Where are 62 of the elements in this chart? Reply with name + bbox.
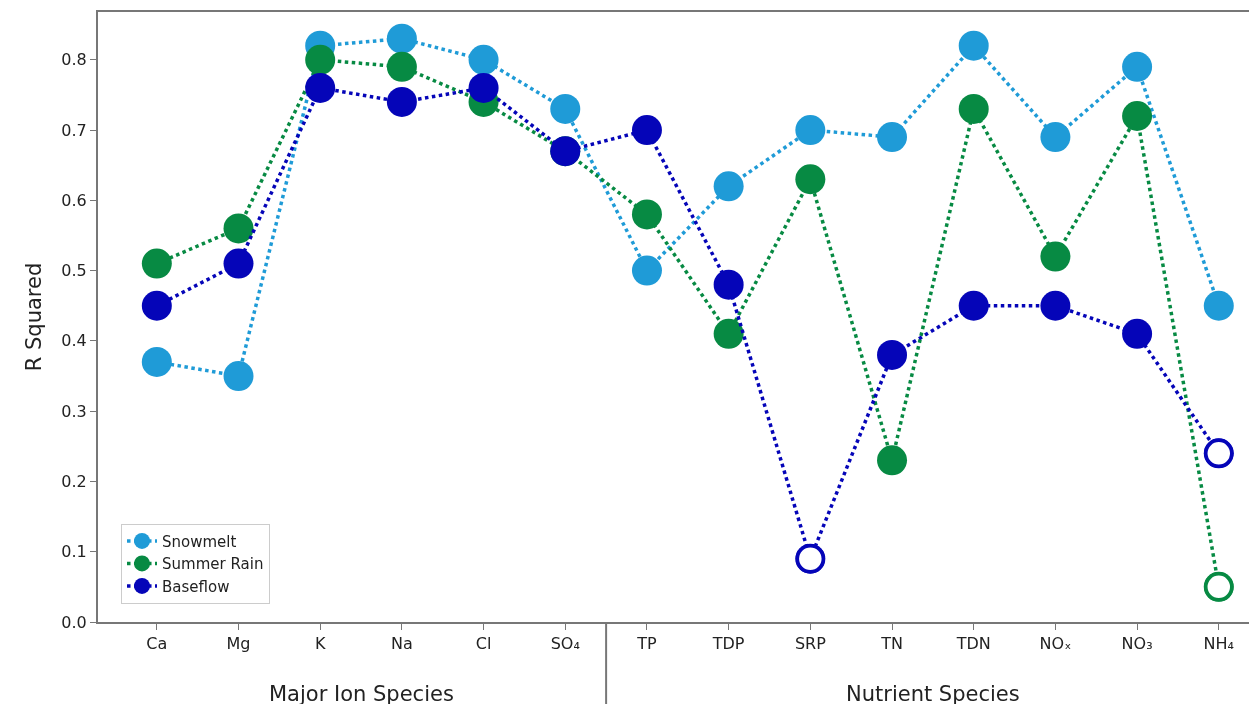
point <box>795 115 826 146</box>
point <box>958 290 989 321</box>
x-tick-label: SRP <box>794 634 827 654</box>
y-tick-label: 0.3 <box>61 401 87 421</box>
legend-label: Snowmelt <box>162 532 237 551</box>
point <box>877 339 908 370</box>
point <box>1122 51 1153 82</box>
point <box>141 248 172 279</box>
y-tick-label: 0.6 <box>61 190 87 210</box>
point <box>631 255 662 286</box>
y-tick-label: 0.4 <box>61 331 87 351</box>
y-tick-label: 0.5 <box>61 261 87 281</box>
point <box>631 199 662 230</box>
point <box>386 23 417 54</box>
point <box>141 346 172 377</box>
x-tick-label: Na <box>390 634 413 654</box>
point <box>1203 290 1234 321</box>
y-axis-title: R Squared <box>22 262 46 372</box>
point <box>1040 122 1071 153</box>
point <box>550 93 581 124</box>
legend-label: Summer Rain <box>162 555 264 574</box>
point <box>223 361 254 392</box>
point <box>877 445 908 476</box>
legend-label: Baseflow <box>162 577 230 596</box>
point <box>468 72 499 103</box>
x-tick-label: NO₃ <box>1121 634 1153 654</box>
y-tick-label: 0.8 <box>61 50 87 70</box>
x-tick-label: TP <box>636 634 658 654</box>
point <box>141 290 172 321</box>
point <box>795 164 826 195</box>
point <box>631 115 662 146</box>
point <box>1122 101 1153 131</box>
point <box>1040 290 1071 321</box>
point <box>386 51 417 82</box>
point <box>713 269 744 300</box>
y-tick-label: 0.7 <box>61 120 87 140</box>
y-tick-label: 0.2 <box>61 472 87 492</box>
x-tick-label: TN <box>880 634 903 654</box>
x-tick-label: NH₄ <box>1203 634 1234 654</box>
point <box>958 30 989 61</box>
x-tick-label: Mg <box>226 634 251 654</box>
point <box>223 213 254 244</box>
point <box>1122 318 1153 349</box>
x-tick-label: NOₓ <box>1039 634 1072 654</box>
y-tick-label: 0.0 <box>61 612 87 632</box>
point <box>713 171 744 202</box>
x-tick-label: Ca <box>146 634 168 654</box>
point <box>468 44 499 75</box>
x-tick-label: SO₄ <box>550 634 580 654</box>
point <box>958 93 989 124</box>
point <box>223 248 254 279</box>
x-tick-label: Cl <box>475 634 492 654</box>
point <box>305 72 336 103</box>
x-tick-label: TDP <box>711 634 745 654</box>
point <box>305 44 336 75</box>
point <box>1040 241 1071 272</box>
x-tick-label: TDN <box>955 634 991 654</box>
point <box>877 122 908 153</box>
x-tick-label: K <box>314 634 326 654</box>
point <box>386 86 417 117</box>
y-tick-label: 0.1 <box>61 542 87 562</box>
point <box>713 318 744 349</box>
